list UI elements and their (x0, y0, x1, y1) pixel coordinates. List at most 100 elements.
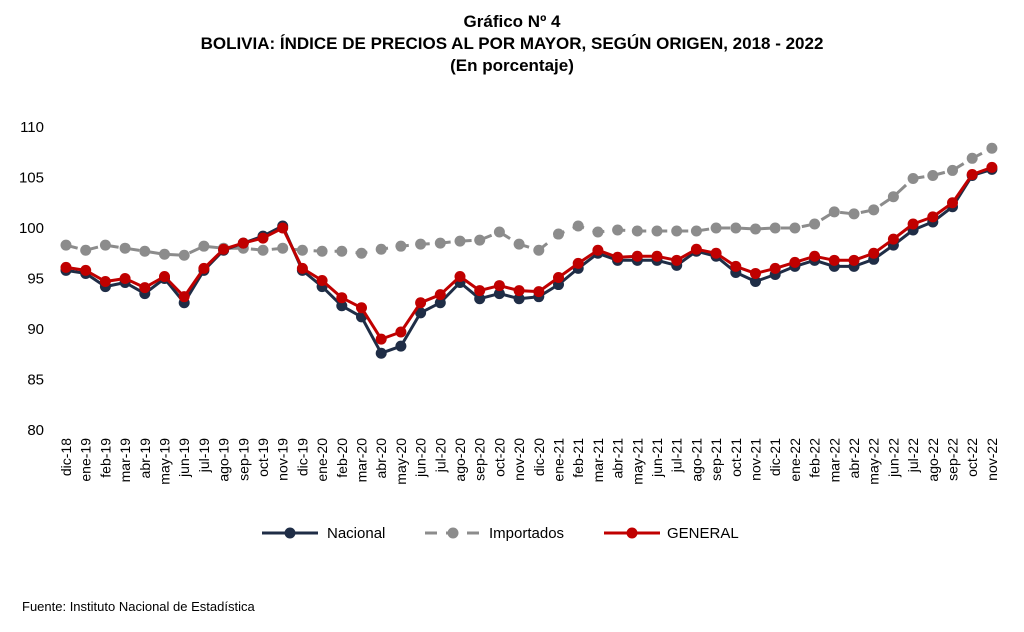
x-tick-label: oct-21 (728, 438, 744, 477)
data-point (178, 291, 190, 303)
data-point (769, 262, 781, 274)
data-point (395, 340, 407, 352)
series-line (65, 146, 993, 257)
data-point (474, 293, 486, 305)
x-tick-label: feb-20 (334, 438, 350, 478)
data-point (947, 197, 958, 209)
legend-item-nacional: Nacional (262, 525, 385, 542)
x-tick-label: nov-20 (511, 438, 527, 481)
legend-label: Importados (489, 525, 564, 542)
y-tick-label: 90 (27, 321, 44, 338)
data-point (474, 234, 486, 246)
data-point (592, 244, 604, 256)
data-point (553, 271, 564, 283)
data-point (513, 293, 525, 305)
x-tick-label: abr-21 (610, 438, 626, 479)
data-point (533, 286, 545, 298)
x-tick-label: oct-22 (964, 438, 980, 477)
x-tick-label: abr-19 (137, 438, 153, 479)
x-tick-label: ago-21 (688, 438, 704, 482)
data-point (99, 276, 111, 288)
data-point (474, 285, 486, 297)
x-tick-label: sep-19 (235, 438, 251, 481)
data-point (868, 204, 880, 216)
data-point (316, 245, 328, 257)
data-point (198, 240, 210, 252)
x-tick-label: dic-20 (531, 438, 547, 476)
data-point (395, 326, 407, 338)
data-point (789, 256, 801, 268)
data-point (907, 218, 919, 230)
data-point (513, 238, 525, 250)
x-tick-label: jul-22 (905, 438, 921, 473)
y-tick-label: 85 (27, 372, 44, 389)
x-tick-label: jul-20 (432, 438, 448, 473)
x-tick-label: mar-21 (590, 438, 606, 483)
data-point (454, 235, 466, 247)
data-point (631, 250, 643, 262)
x-tick-label: feb-21 (570, 438, 586, 478)
x-tick-label: ago-20 (452, 438, 468, 482)
x-tick-label: oct-20 (491, 438, 507, 477)
data-point (966, 152, 978, 164)
data-point (434, 289, 446, 301)
x-tick-label: may-22 (866, 438, 882, 485)
x-tick-label: feb-22 (807, 438, 823, 478)
data-point (710, 222, 722, 234)
data-point (809, 250, 821, 262)
data-point (927, 169, 939, 181)
data-point (257, 232, 269, 244)
data-point (296, 262, 308, 274)
data-point (415, 238, 427, 250)
data-point (60, 239, 72, 251)
x-tick-label: mar-22 (826, 438, 842, 483)
x-tick-label: may-20 (393, 438, 409, 485)
x-tick-label: nov-19 (275, 438, 291, 481)
data-point (375, 347, 387, 359)
x-axis: dic-18 ene-19 feb-19 mar-19 abr-19 may-19 jun-… (58, 438, 1000, 485)
data-point (966, 168, 978, 180)
data-point (730, 260, 742, 272)
x-tick-label: nov-21 (748, 438, 764, 481)
data-point (119, 242, 131, 254)
data-point (710, 247, 722, 259)
data-point (119, 273, 131, 284)
x-tick-label: may-21 (629, 438, 645, 485)
data-point (415, 297, 427, 309)
y-tick-label: 110 (20, 119, 44, 136)
x-tick-label: dic-18 (58, 438, 74, 476)
data-point (218, 243, 230, 255)
y-tick-label: 100 (19, 220, 44, 237)
data-point (237, 237, 249, 249)
chart-title-line-2: BOLIVIA: ÍNDICE DE PRECIOS AL POR MAYOR,… (200, 34, 824, 53)
x-tick-label: jun-19 (176, 438, 192, 478)
y-tick-label: 105 (19, 170, 44, 187)
x-tick-label: jul-19 (196, 438, 212, 473)
data-point (198, 262, 210, 274)
legend-swatch-marker (447, 527, 459, 539)
data-point (336, 245, 348, 257)
data-point (572, 220, 584, 232)
data-point (572, 257, 584, 269)
x-tick-label: ene-19 (78, 438, 94, 482)
plot-area (60, 142, 998, 359)
x-tick-label: nov-22 (984, 438, 1000, 481)
data-point (178, 249, 190, 261)
data-point (907, 173, 919, 185)
x-tick-label: dic-19 (294, 438, 310, 476)
data-point (336, 300, 348, 312)
x-tick-label: abr-22 (846, 438, 862, 479)
data-point (809, 218, 821, 230)
data-point (730, 222, 742, 234)
data-point (848, 208, 860, 220)
x-tick-label: sep-20 (472, 438, 488, 481)
data-point (690, 225, 702, 237)
data-point (80, 264, 92, 276)
x-tick-label: jun-21 (649, 438, 665, 478)
y-tick-label: 80 (27, 422, 44, 439)
data-point (612, 251, 624, 263)
data-point (80, 244, 92, 256)
data-point (887, 233, 899, 245)
x-tick-label: oct-19 (255, 438, 271, 477)
